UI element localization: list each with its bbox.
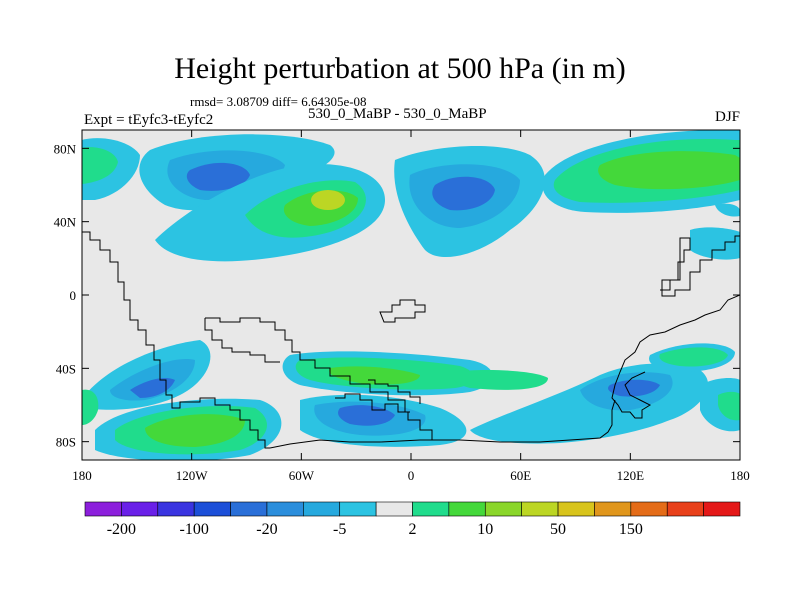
- x-tick-label: 120E: [617, 468, 645, 483]
- y-tick-label: 40N: [54, 215, 77, 230]
- colorbar-swatch: [448, 501, 486, 517]
- stats-text: rmsd= 3.08709 diff= 6.64305e-08: [190, 94, 367, 109]
- sa-east-teal: [453, 370, 548, 390]
- north-pacific-low-core: [186, 162, 250, 191]
- colorbar-swatch: [412, 501, 450, 517]
- x-axis: 180 120W 60W 0 60E 120E 180: [72, 130, 750, 483]
- plot-subtitle: 530_0_MaBP - 530_0_MaBP: [308, 106, 487, 122]
- colorbar-swatch: [630, 501, 668, 517]
- south-pacific-low-core: [130, 378, 175, 398]
- india-coastline: [379, 299, 426, 323]
- australia-ridge-teal: [659, 347, 728, 367]
- colorbar-label: 150: [619, 521, 643, 538]
- sp-west-teal: [82, 389, 99, 425]
- colorbar-swatch: [703, 501, 741, 517]
- se-corner-teal: [718, 391, 740, 421]
- colorbar-label: 2: [409, 521, 417, 538]
- colorbar-swatch: [375, 501, 413, 517]
- colorbar-swatch: [84, 501, 122, 517]
- indian-low-core: [608, 379, 660, 397]
- colorbar-swatch: [303, 501, 341, 517]
- arctic-edge-teal: [82, 147, 118, 184]
- sp-ridge-green: [145, 414, 245, 447]
- colorbar-swatch: [193, 501, 231, 517]
- sa-band-green: [329, 366, 420, 385]
- plot-title: Height perturbation at 500 hPa (in m): [174, 52, 626, 85]
- africa-coastline: [205, 317, 410, 413]
- asia-coastline: [335, 393, 436, 441]
- x-tick-label: 120W: [176, 468, 209, 483]
- colorbar-swatch: [157, 501, 195, 517]
- na-ridge-core: [311, 190, 345, 210]
- colorbar-label: -5: [333, 521, 346, 538]
- atlantic-low-core: [432, 176, 495, 211]
- europe-coastline: [204, 318, 280, 363]
- x-tick-label: 0: [408, 468, 415, 483]
- contour-fields: [82, 130, 740, 460]
- y-tick-label: 80N: [54, 141, 77, 156]
- north-pacific-east-blue: [690, 227, 740, 260]
- colorbar-swatch: [521, 501, 559, 517]
- colorbar-swatch: [339, 501, 377, 517]
- colorbar-label: 10: [477, 521, 493, 538]
- colorbar: -200 -100 -20 -5 2 10 50 150: [84, 501, 741, 538]
- arabia-coastline: [368, 379, 421, 404]
- colorbar-swatch: [557, 501, 595, 517]
- colorbar-swatch: [230, 501, 268, 517]
- colorbar-swatch: [484, 501, 522, 517]
- y-axis: 80N 40N 0 40S 80S: [54, 141, 740, 450]
- y-tick-label: 40S: [56, 361, 76, 376]
- coastlines: [82, 231, 740, 449]
- americas-coastline: [82, 231, 270, 449]
- x-tick-label: 180: [72, 468, 92, 483]
- y-tick-label: 80S: [56, 435, 76, 450]
- colorbar-swatch: [266, 501, 304, 517]
- season-label: DJF: [714, 109, 740, 125]
- x-tick-label: 60W: [289, 468, 315, 483]
- x-tick-label: 60E: [510, 468, 531, 483]
- colorbar-label: 50: [550, 521, 566, 538]
- colorbar-label: -20: [256, 521, 277, 538]
- small-blue-patch: [715, 203, 740, 217]
- maritime-coastline: [611, 294, 740, 419]
- colorbar-swatch: [121, 501, 159, 517]
- colorbar-label: -100: [180, 521, 209, 538]
- colorbar-label: -200: [107, 521, 136, 538]
- colorbar-swatch: [666, 501, 704, 517]
- x-tick-label: 180: [730, 468, 750, 483]
- east-asia-coastline: [660, 235, 740, 297]
- experiment-label: Expt = tEyfc3-tEyfc2: [84, 112, 214, 128]
- antarctic-coastline: [269, 399, 616, 449]
- asia-ridge-green: [598, 151, 740, 190]
- colorbar-swatch: [594, 501, 632, 517]
- y-tick-label: 0: [70, 288, 77, 303]
